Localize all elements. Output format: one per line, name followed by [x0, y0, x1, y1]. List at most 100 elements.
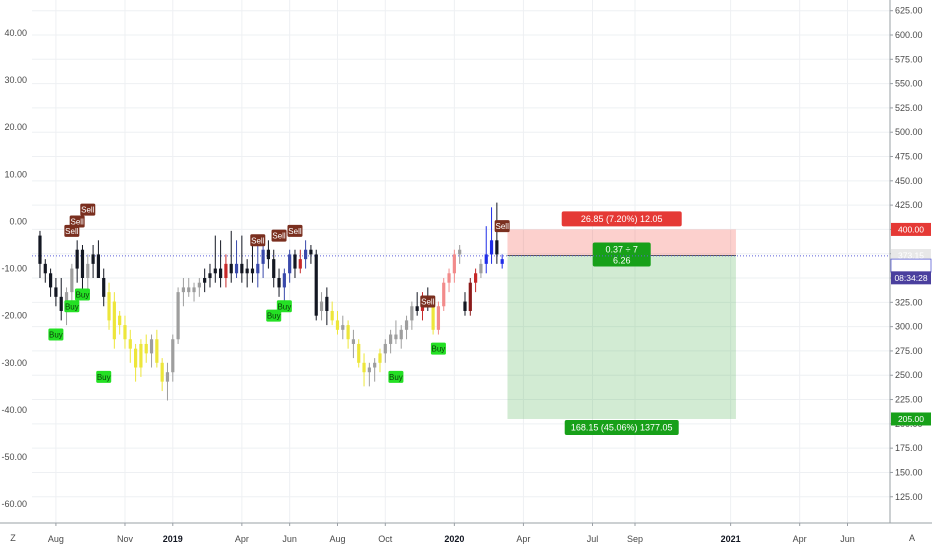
candle	[484, 226, 488, 274]
signal-label: Buy	[432, 345, 446, 354]
price-badge: 372.78	[890, 258, 932, 273]
candle-body	[304, 249, 308, 260]
candle	[139, 339, 143, 377]
candle-body	[500, 259, 504, 264]
target-label: 168.15 (45.06%) 1377.05	[564, 419, 679, 435]
x-axis-tick: Apr	[235, 534, 249, 544]
candle-body	[261, 249, 265, 264]
candle-body	[155, 339, 159, 363]
candle	[160, 358, 164, 392]
candle-body	[160, 362, 164, 382]
candle	[500, 254, 504, 269]
candle	[43, 259, 47, 283]
x-axis-tick: Sep	[627, 534, 643, 544]
candle-body	[325, 296, 329, 311]
x-axis-tick: 2021	[721, 534, 741, 544]
signal-box	[276, 300, 292, 313]
candle	[399, 325, 403, 349]
candle	[102, 268, 106, 307]
signal-box	[64, 300, 80, 313]
left-axis-tick: 10.00	[4, 169, 27, 179]
buy-signal: Buy	[64, 300, 80, 313]
price-badge-bg	[891, 412, 931, 426]
right-axis-tick: 325.00	[895, 297, 923, 307]
candle	[165, 362, 170, 401]
x-axis-tick: 2019	[163, 534, 183, 544]
signal-box	[430, 342, 446, 355]
candle	[240, 235, 244, 283]
signal-label: Buy	[76, 290, 90, 299]
auto-scale-button[interactable]: A	[909, 533, 915, 543]
sell-signal: Sell	[494, 220, 510, 233]
candle	[277, 268, 281, 297]
candle-body	[452, 254, 456, 274]
candle	[91, 245, 95, 278]
candle	[261, 240, 265, 278]
candle	[266, 240, 271, 269]
candle	[373, 358, 377, 382]
sell-signal: Sell	[420, 295, 436, 308]
candle-body	[38, 235, 42, 264]
candle-body	[240, 263, 244, 274]
signal-label: Buy	[97, 373, 111, 382]
candle-body	[458, 249, 462, 255]
left-axis-tick: -30.00	[1, 358, 27, 368]
price-badge: 400.00	[891, 222, 931, 236]
candle	[107, 282, 111, 330]
candle-body	[373, 362, 377, 368]
candle-body	[48, 273, 53, 288]
candle	[38, 230, 42, 278]
candle	[458, 245, 462, 264]
candle	[325, 287, 329, 326]
candle-body	[367, 367, 371, 373]
buy-signal: Buy	[266, 309, 282, 322]
candle	[197, 277, 201, 297]
candle	[245, 259, 249, 288]
candle-body	[383, 343, 387, 354]
candle	[229, 230, 233, 283]
candle	[357, 339, 361, 368]
candle	[70, 263, 74, 307]
take-profit-zone[interactable]	[507, 255, 736, 419]
candle-body	[144, 343, 148, 354]
candle	[442, 277, 446, 311]
candle-body	[266, 249, 271, 260]
candle	[415, 292, 419, 316]
candle-body	[357, 343, 361, 363]
candle-body	[176, 292, 180, 340]
candle-body	[404, 320, 409, 330]
sell-signal: Sell	[250, 234, 266, 247]
candle-body	[219, 268, 223, 278]
candle	[495, 202, 499, 264]
candle-body	[91, 254, 95, 264]
left-axis-tick: 20.00	[4, 122, 27, 132]
candle-body	[479, 263, 483, 274]
sell-signal: Sell	[287, 224, 303, 237]
candle	[176, 287, 180, 344]
candle-body	[187, 287, 191, 293]
x-axis-tick: Aug	[329, 534, 345, 544]
candle-body	[59, 296, 63, 311]
candle-body	[463, 301, 467, 311]
candle-body	[330, 310, 334, 321]
candle-body	[394, 334, 398, 340]
right-axis-tick: 125.00	[895, 492, 923, 502]
candle-body	[133, 348, 138, 368]
candle-body	[341, 325, 345, 330]
position-tool[interactable]: 26.85 (7.20%) 12.05 0.37 ÷ 76.26 168.15 (4…	[507, 211, 736, 435]
candle	[304, 240, 308, 269]
candle	[187, 277, 191, 297]
x-axis-tick: Jun	[840, 534, 855, 544]
signal-box	[420, 295, 436, 308]
candle	[330, 301, 334, 326]
candle-body	[197, 282, 201, 288]
candle	[282, 268, 286, 302]
candle-body	[54, 287, 58, 297]
candle-body	[70, 268, 74, 293]
candle-body	[277, 277, 281, 288]
signal-label: Buy	[267, 312, 281, 321]
timezone-label[interactable]: Z	[10, 533, 16, 543]
buy-signal: Buy	[48, 328, 64, 341]
